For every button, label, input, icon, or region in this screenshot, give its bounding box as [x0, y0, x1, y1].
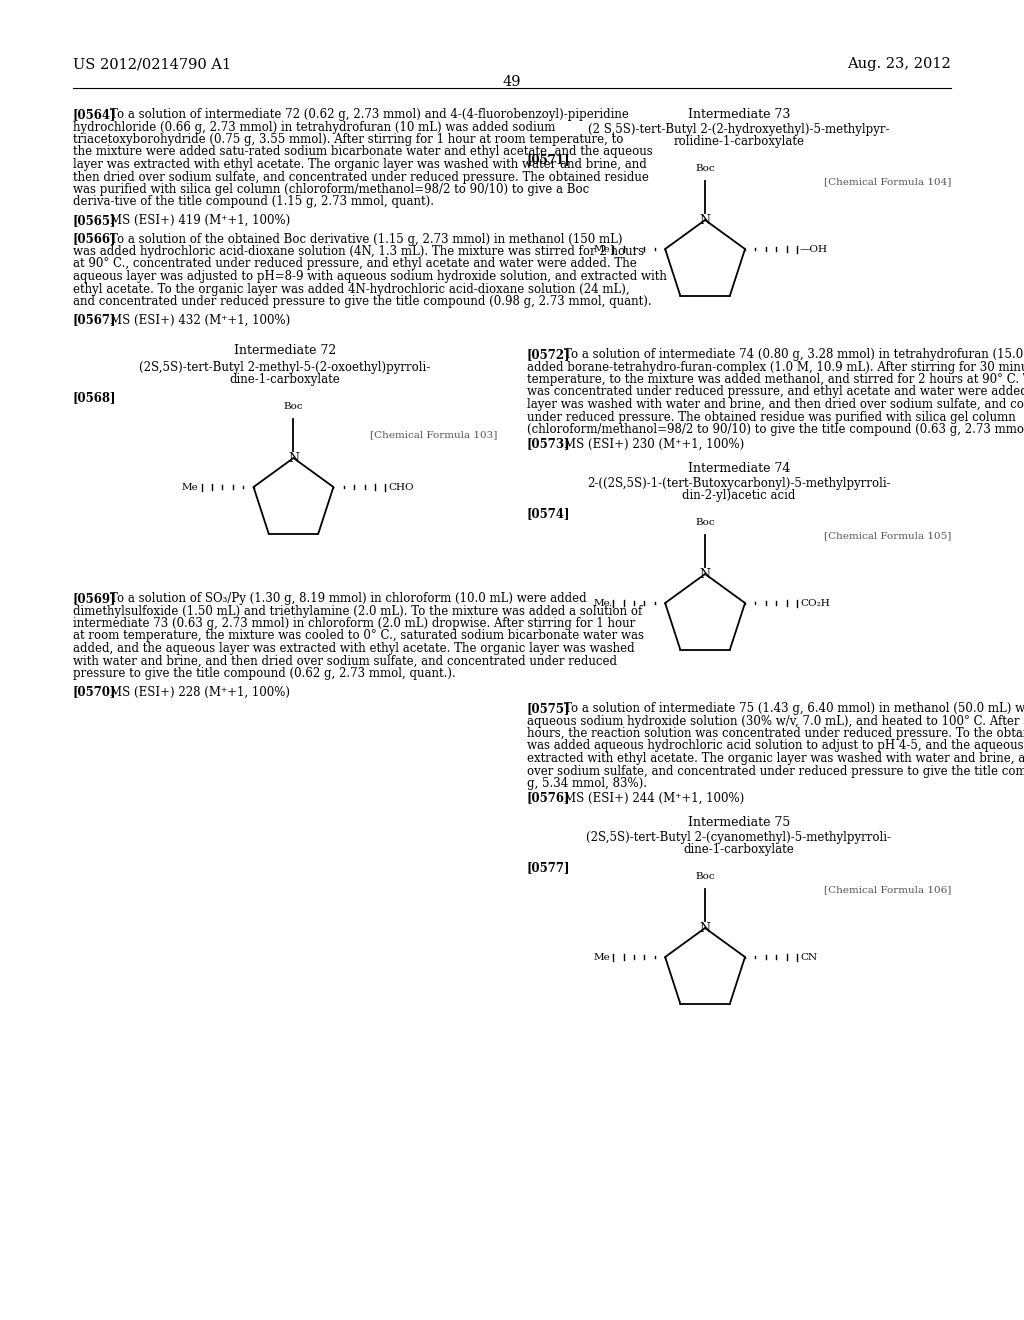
Text: over sodium sulfate, and concentrated under reduced pressure to give the title c: over sodium sulfate, and concentrated un…: [527, 764, 1024, 777]
Text: [0566]: [0566]: [73, 232, 117, 246]
Text: MS (ESI+) 230 (M⁺+1, 100%): MS (ESI+) 230 (M⁺+1, 100%): [563, 437, 743, 450]
Text: was purified with silica gel column (chloroform/methanol=98/2 to 90/10) to give : was purified with silica gel column (chl…: [73, 183, 589, 195]
Text: aqueous layer was adjusted to pH=8-9 with aqueous sodium hydroxide solution, and: aqueous layer was adjusted to pH=8-9 wit…: [73, 271, 667, 282]
Text: N: N: [699, 214, 711, 227]
Text: To a solution of the obtained Boc derivative (1.15 g, 2.73 mmol) in methanol (15: To a solution of the obtained Boc deriva…: [110, 232, 623, 246]
Text: deriva-tive of the title compound (1.15 g, 2.73 mmol, quant).: deriva-tive of the title compound (1.15 …: [73, 195, 434, 209]
Text: with water and brine, and then dried over sodium sulfate, and concentrated under: with water and brine, and then dried ove…: [73, 655, 617, 668]
Text: dine-1-carboxylate: dine-1-carboxylate: [229, 374, 340, 385]
Text: MS (ESI+) 432 (M⁺+1, 100%): MS (ESI+) 432 (M⁺+1, 100%): [110, 314, 290, 326]
Text: Boc: Boc: [695, 517, 715, 527]
Text: [Chemical Formula 104]: [Chemical Formula 104]: [823, 177, 951, 186]
Text: hours, the reaction solution was concentrated under reduced pressure. To the obt: hours, the reaction solution was concent…: [527, 727, 1024, 741]
Text: added borane-tetrahydro-furan-complex (1.0 M, 10.9 mL). After stirring for 30 mi: added borane-tetrahydro-furan-complex (1…: [527, 360, 1024, 374]
Text: MS (ESI+) 419 (M⁺+1, 100%): MS (ESI+) 419 (M⁺+1, 100%): [110, 214, 290, 227]
Text: aqueous sodium hydroxide solution (30% w/v, 7.0 mL), and heated to 100° C. After: aqueous sodium hydroxide solution (30% w…: [527, 714, 1024, 727]
Text: [0577]: [0577]: [527, 862, 570, 874]
Text: [0567]: [0567]: [73, 314, 117, 326]
Text: (chloroform/methanol=98/2 to 90/10) to give the title compound (0.63 g, 2.73 mmo: (chloroform/methanol=98/2 to 90/10) to g…: [527, 422, 1024, 436]
Text: and concentrated under reduced pressure to give the title compound (0.98 g, 2.73: and concentrated under reduced pressure …: [73, 294, 651, 308]
Text: layer was washed with water and brine, and then dried over sodium sulfate, and c: layer was washed with water and brine, a…: [527, 399, 1024, 411]
Text: [0571]: [0571]: [527, 153, 570, 166]
Text: was concentrated under reduced pressure, and ethyl acetate and water were added.: was concentrated under reduced pressure,…: [527, 385, 1024, 399]
Text: rolidine-1-carboxylate: rolidine-1-carboxylate: [674, 135, 805, 148]
Text: [0565]: [0565]: [73, 214, 117, 227]
Text: pressure to give the title compound (0.62 g, 2.73 mmol, quant.).: pressure to give the title compound (0.6…: [73, 667, 456, 680]
Text: MS (ESI+) 228 (M⁺+1, 100%): MS (ESI+) 228 (M⁺+1, 100%): [110, 685, 290, 698]
Text: then dried over sodium sulfate, and concentrated under reduced pressure. The obt: then dried over sodium sulfate, and conc…: [73, 170, 649, 183]
Text: [0574]: [0574]: [527, 507, 570, 520]
Text: dine-1-carboxylate: dine-1-carboxylate: [684, 843, 795, 855]
Text: under reduced pressure. The obtained residue was purified with silica gel column: under reduced pressure. The obtained res…: [527, 411, 1016, 424]
Text: [0575]: [0575]: [527, 702, 570, 715]
Text: Me: Me: [593, 598, 610, 607]
Text: N: N: [288, 451, 299, 465]
Text: MS (ESI+) 244 (M⁺+1, 100%): MS (ESI+) 244 (M⁺+1, 100%): [563, 792, 743, 804]
Text: Intermediate 73: Intermediate 73: [688, 108, 791, 121]
Text: CO₂H: CO₂H: [800, 598, 829, 607]
Text: g, 5.34 mmol, 83%).: g, 5.34 mmol, 83%).: [527, 777, 647, 789]
Text: N: N: [699, 921, 711, 935]
Text: Intermediate 75: Intermediate 75: [688, 816, 791, 829]
Text: hydrochloride (0.66 g, 2.73 mmol) in tetrahydrofuran (10 mL) was added sodium: hydrochloride (0.66 g, 2.73 mmol) in tet…: [73, 120, 555, 133]
Text: dimethylsulfoxide (1.50 mL) and triethylamine (2.0 mL). To the mixture was added: dimethylsulfoxide (1.50 mL) and triethyl…: [73, 605, 642, 618]
Text: Me: Me: [593, 244, 610, 253]
Text: temperature, to the mixture was added methanol, and stirred for 2 hours at 90° C: temperature, to the mixture was added me…: [527, 374, 1024, 385]
Text: (2 S,5S)-tert-Butyl 2-(2-hydroxyethyl)-5-methylpyr-: (2 S,5S)-tert-Butyl 2-(2-hydroxyethyl)-5…: [588, 123, 890, 136]
Text: Aug. 23, 2012: Aug. 23, 2012: [847, 57, 951, 71]
Text: din-2-yl)acetic acid: din-2-yl)acetic acid: [682, 488, 796, 502]
Text: To a solution of SO₃/Py (1.30 g, 8.19 mmol) in chloroform (10.0 mL) were added: To a solution of SO₃/Py (1.30 g, 8.19 mm…: [110, 591, 586, 605]
Text: at room temperature, the mixture was cooled to 0° C., saturated sodium bicarbona: at room temperature, the mixture was coo…: [73, 630, 644, 643]
Text: [Chemical Formula 106]: [Chemical Formula 106]: [823, 884, 951, 894]
Text: CHO: CHO: [388, 483, 414, 491]
Text: Me: Me: [593, 953, 610, 961]
Text: [0569]: [0569]: [73, 591, 117, 605]
Text: extracted with ethyl acetate. The organic layer was washed with water and brine,: extracted with ethyl acetate. The organi…: [527, 752, 1024, 766]
Text: [0564]: [0564]: [73, 108, 117, 121]
Text: (2S,5S)-tert-Butyl 2-(cyanomethyl)-5-methylpyrroli-: (2S,5S)-tert-Butyl 2-(cyanomethyl)-5-met…: [587, 830, 892, 843]
Text: was added hydrochloric acid-dioxane solution (4N, 1.3 mL). The mixture was stirr: was added hydrochloric acid-dioxane solu…: [73, 246, 644, 257]
Text: [0572]: [0572]: [527, 348, 570, 360]
Text: To a solution of intermediate 75 (1.43 g, 6.40 mmol) in methanol (50.0 mL) was a: To a solution of intermediate 75 (1.43 g…: [563, 702, 1024, 715]
Text: intermediate 73 (0.63 g, 2.73 mmol) in chloroform (2.0 mL) dropwise. After stirr: intermediate 73 (0.63 g, 2.73 mmol) in c…: [73, 616, 635, 630]
Text: —OH: —OH: [800, 244, 828, 253]
Text: US 2012/0214790 A1: US 2012/0214790 A1: [73, 57, 231, 71]
Text: [0576]: [0576]: [527, 792, 570, 804]
Text: [0573]: [0573]: [527, 437, 570, 450]
Text: added, and the aqueous layer was extracted with ethyl acetate. The organic layer: added, and the aqueous layer was extract…: [73, 642, 635, 655]
Text: Intermediate 72: Intermediate 72: [233, 345, 336, 356]
Text: CN: CN: [800, 953, 817, 961]
Text: ethyl acetate. To the organic layer was added 4N-hydrochloric acid-dioxane solut: ethyl acetate. To the organic layer was …: [73, 282, 630, 296]
Text: the mixture were added satu-rated sodium bicarbonate water and ethyl acetate, an: the mixture were added satu-rated sodium…: [73, 145, 652, 158]
Text: at 90° C., concentrated under reduced pressure, and ethyl acetate and water were: at 90° C., concentrated under reduced pr…: [73, 257, 637, 271]
Text: [Chemical Formula 103]: [Chemical Formula 103]: [370, 430, 497, 440]
Text: Boc: Boc: [695, 873, 715, 880]
Text: Boc: Boc: [284, 403, 303, 411]
Text: (2S,5S)-tert-Butyl 2-methyl-5-(2-oxoethyl)pyrroli-: (2S,5S)-tert-Butyl 2-methyl-5-(2-oxoethy…: [139, 360, 431, 374]
Text: layer was extracted with ethyl acetate. The organic layer was washed with water : layer was extracted with ethyl acetate. …: [73, 158, 647, 172]
Text: To a solution of intermediate 72 (0.62 g, 2.73 mmol) and 4-(4-fluorobenzoyl)-pip: To a solution of intermediate 72 (0.62 g…: [110, 108, 629, 121]
Text: triacetoxyborohydride (0.75 g, 3.55 mmol). After stirring for 1 hour at room tem: triacetoxyborohydride (0.75 g, 3.55 mmol…: [73, 133, 624, 147]
Text: N: N: [699, 568, 711, 581]
Text: [Chemical Formula 105]: [Chemical Formula 105]: [823, 531, 951, 540]
Text: 2-((2S,5S)-1-(tert-Butoxycarbonyl)-5-methylpyrroli-: 2-((2S,5S)-1-(tert-Butoxycarbonyl)-5-met…: [587, 477, 891, 490]
Text: [0568]: [0568]: [73, 392, 117, 404]
Text: Boc: Boc: [695, 164, 715, 173]
Text: [0570]: [0570]: [73, 685, 117, 698]
Text: was added aqueous hydrochloric acid solution to adjust to pH 4-5, and the aqueou: was added aqueous hydrochloric acid solu…: [527, 739, 1024, 752]
Text: To a solution of intermediate 74 (0.80 g, 3.28 mmol) in tetrahydrofuran (15.0 mL: To a solution of intermediate 74 (0.80 g…: [563, 348, 1024, 360]
Text: Me: Me: [182, 483, 199, 491]
Text: Intermediate 74: Intermediate 74: [688, 462, 791, 475]
Text: 49: 49: [503, 75, 521, 88]
